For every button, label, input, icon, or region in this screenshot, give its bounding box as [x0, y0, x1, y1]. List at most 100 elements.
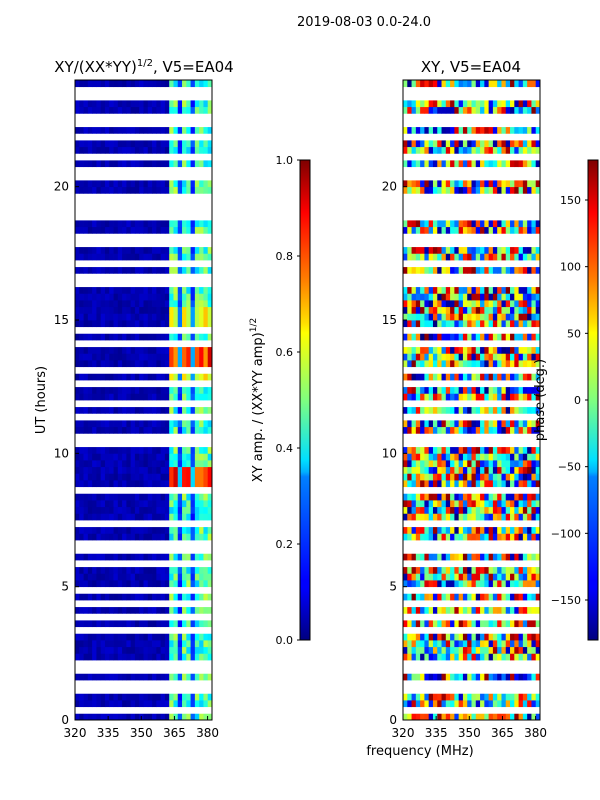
heatmap-cell [143, 500, 149, 508]
heatmap-cell [454, 566, 460, 574]
heatmap-cell [113, 446, 119, 454]
heatmap-cell [420, 393, 425, 401]
heatmap-cell [428, 293, 434, 301]
heatmap-cell [505, 533, 511, 541]
heatmap-cell [207, 553, 213, 561]
heatmap-cell [432, 393, 438, 401]
heatmap-cell [207, 700, 213, 708]
heatmap-cell [186, 293, 191, 301]
heatmap-cell [501, 293, 507, 301]
heatmap-cell [420, 640, 425, 648]
heatmap-cell [83, 333, 89, 341]
heatmap-cell [79, 420, 84, 428]
heatmap-cell [96, 140, 102, 148]
heatmap-cell [437, 593, 442, 601]
heatmap-cell [428, 580, 434, 588]
heatmap-cell [510, 406, 515, 414]
heatmap-cell [411, 633, 417, 641]
heatmap-cell [190, 140, 196, 148]
heatmap-cell [92, 713, 97, 721]
heatmap-cell [471, 640, 477, 648]
heatmap-cell [104, 646, 110, 654]
heatmap-cell [194, 673, 200, 681]
heatmap-cell [411, 386, 417, 394]
heatmap-cell [207, 453, 213, 461]
heatmap-cell [518, 266, 524, 274]
heatmap-cell [122, 126, 127, 134]
heatmap-cell [203, 480, 209, 488]
heatmap-cell [75, 220, 80, 228]
heatmap-cell [420, 693, 425, 701]
heatmap-cell [164, 220, 170, 228]
flagged-row [75, 173, 212, 181]
heatmap-cell [130, 293, 136, 301]
heatmap-cell [458, 106, 464, 114]
heatmap-cell [437, 306, 442, 314]
heatmap-cell [407, 306, 412, 314]
flagged-row [403, 213, 540, 221]
heatmap-cell [488, 500, 494, 508]
heatmap-cell [437, 146, 442, 154]
heatmap-cell [173, 353, 179, 361]
heatmap-cell [471, 333, 477, 341]
heatmap-cell [186, 480, 191, 488]
heatmap-cell [450, 573, 455, 581]
heatmap-cell [531, 426, 537, 434]
heatmap-cell [147, 393, 153, 401]
heatmap-cell [424, 246, 430, 254]
heatmap-cell [100, 553, 106, 561]
heatmap-cell [87, 180, 93, 188]
heatmap-cell [497, 606, 502, 614]
heatmap-cell [428, 533, 434, 541]
heatmap-cell [104, 313, 110, 321]
heatmap-cell [527, 186, 532, 194]
heatmap-cell [130, 360, 136, 368]
heatmap-cell [79, 480, 84, 488]
heatmap-cell [96, 606, 102, 614]
heatmap-cell [437, 186, 442, 194]
heatmap-cell [199, 353, 204, 361]
heatmap-cell [531, 633, 537, 641]
heatmap-cell [441, 140, 447, 148]
heatmap-cell [531, 653, 537, 661]
heatmap-cell [428, 320, 434, 328]
heatmap-cell [134, 466, 140, 474]
heatmap-cell [531, 500, 537, 508]
heatmap-cell [458, 420, 464, 428]
heatmap-cell [117, 513, 123, 521]
heatmap-cell [177, 513, 183, 521]
heatmap-cell [454, 606, 460, 614]
heatmap-cell [420, 466, 425, 474]
heatmap-cell [156, 500, 162, 508]
heatmap-cell [411, 406, 417, 414]
heatmap-cell [514, 620, 519, 628]
heatmap-cell [130, 526, 136, 534]
heatmap-cell [109, 573, 114, 581]
heatmap-cell [134, 346, 140, 354]
heatmap-cell [505, 593, 511, 601]
heatmap-cell [113, 300, 119, 308]
heatmap-cell [501, 506, 507, 514]
heatmap-cell [109, 620, 114, 628]
heatmap-cell [420, 80, 425, 88]
heatmap-cell [96, 226, 102, 234]
heatmap-cell [505, 406, 511, 414]
heatmap-cell [147, 80, 153, 88]
heatmap-cell [432, 140, 438, 148]
heatmap-cell [471, 386, 477, 394]
heatmap-cell [207, 693, 213, 701]
heatmap-cell [134, 593, 140, 601]
x-tick-label: 380 [196, 726, 219, 740]
heatmap-cell [113, 580, 119, 588]
heatmap-cell [104, 386, 110, 394]
heatmap-cell [79, 500, 84, 508]
heatmap-cell [458, 500, 464, 508]
heatmap-cell [79, 186, 84, 194]
heatmap-cell [505, 633, 511, 641]
heatmap-cell [501, 393, 507, 401]
heatmap-cell [428, 160, 434, 168]
heatmap-cell [177, 653, 183, 661]
heatmap-cell [424, 186, 430, 194]
heatmap-cell [480, 460, 485, 468]
heatmap-cell [194, 160, 200, 168]
